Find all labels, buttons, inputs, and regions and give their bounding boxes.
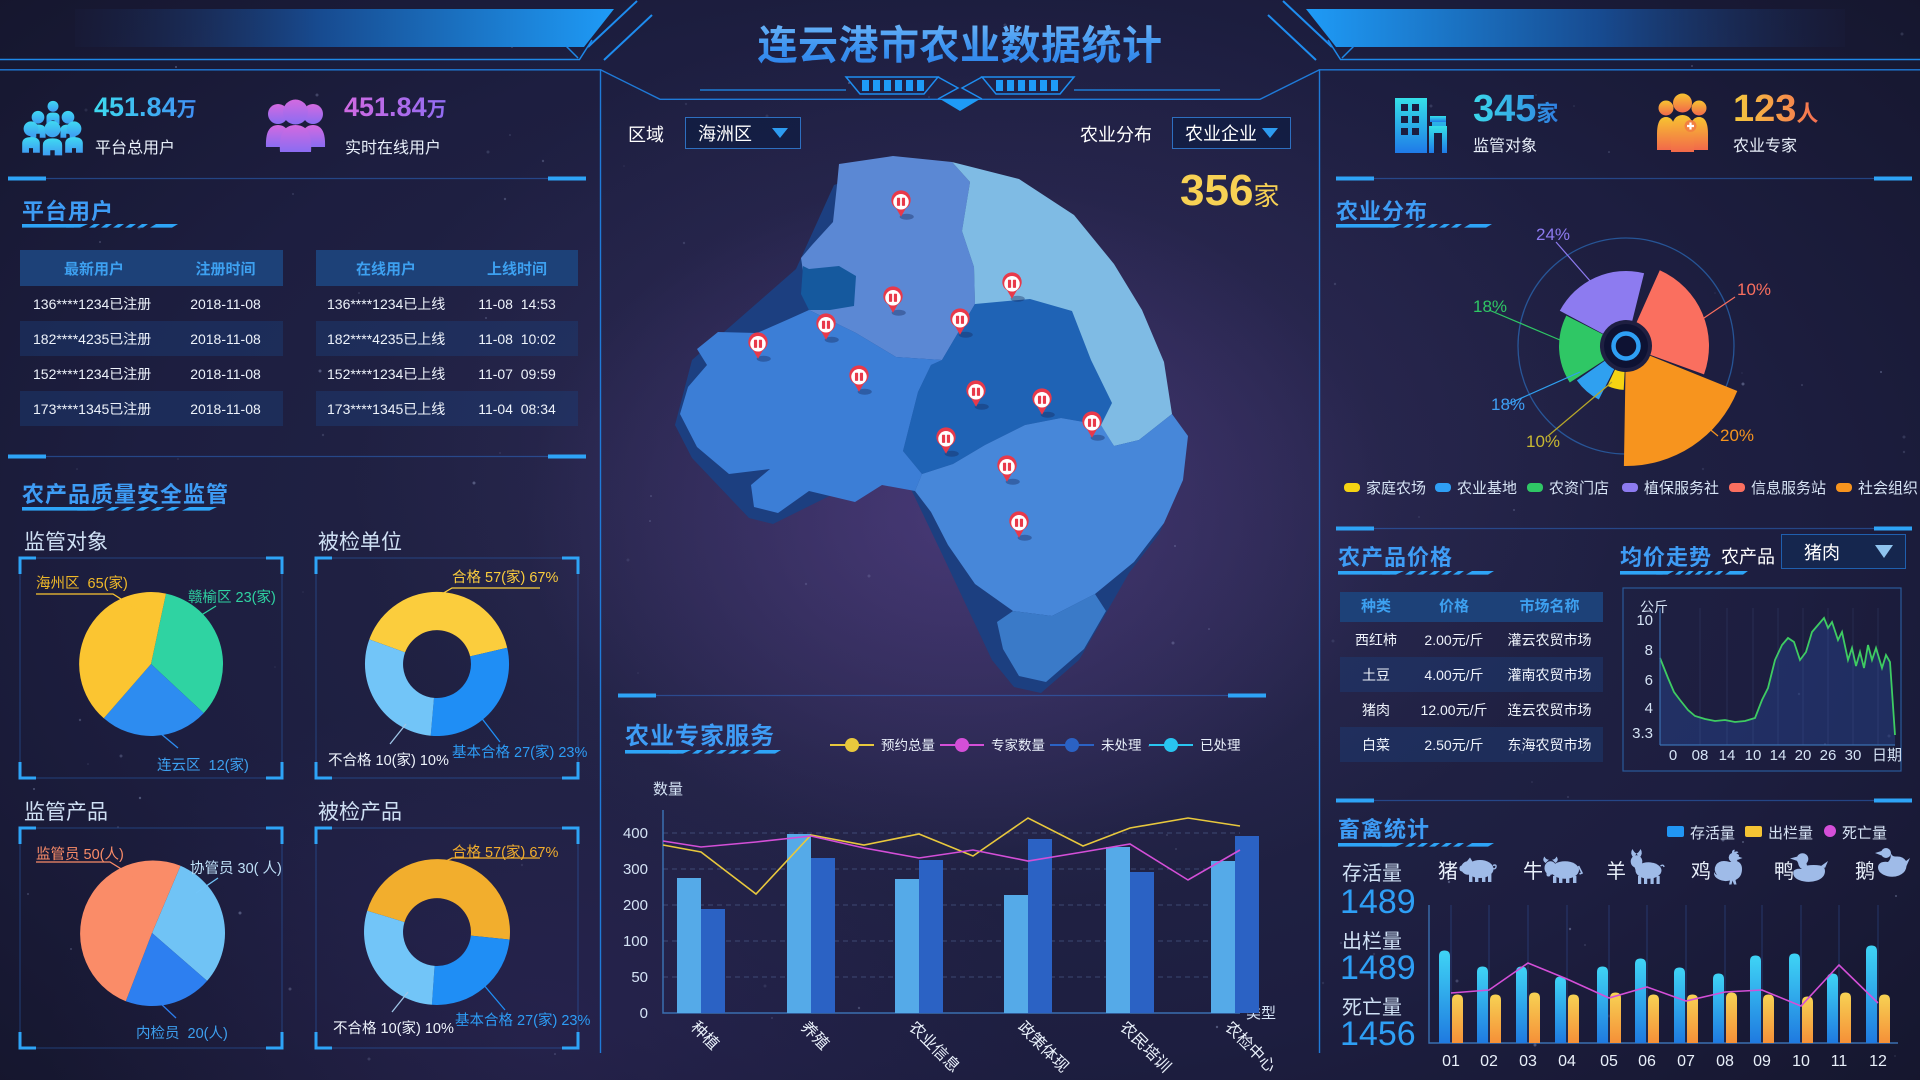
svg-text:羊: 羊 [1606,860,1626,883]
svg-text:植保服务社: 植保服务社 [1644,480,1719,497]
svg-text:4: 4 [1645,700,1653,717]
svg-text:出栏量: 出栏量 [1768,825,1813,842]
svg-text:14: 14 [1719,747,1736,764]
svg-text:1456: 1456 [1340,1015,1416,1053]
svg-text:02: 02 [1480,1053,1498,1070]
svg-text:14: 14 [1770,747,1787,764]
svg-text:存活量: 存活量 [1690,825,1735,842]
svg-text:公斤: 公斤 [1640,599,1668,615]
svg-text:10: 10 [1636,612,1653,629]
svg-text:03: 03 [1519,1053,1537,1070]
svg-text:05: 05 [1600,1053,1618,1070]
svg-text:数量: 数量 [653,781,683,798]
svg-text:家庭农场: 家庭农场 [1366,480,1426,497]
svg-text:18%: 18% [1491,395,1525,414]
svg-text:0: 0 [1669,747,1677,764]
svg-text:06: 06 [1638,1053,1656,1070]
svg-text:09: 09 [1753,1053,1771,1070]
svg-text:07: 07 [1677,1053,1695,1070]
svg-text:20: 20 [1795,747,1812,764]
svg-text:社会组织: 社会组织 [1858,480,1918,497]
svg-text:已处理: 已处理 [1200,738,1241,753]
svg-text:10%: 10% [1737,280,1771,299]
svg-text:存活量: 存活量 [1342,862,1402,885]
svg-text:50: 50 [631,969,648,986]
svg-text:6: 6 [1645,672,1653,689]
svg-text:1489: 1489 [1340,883,1416,921]
svg-text:猪: 猪 [1438,860,1458,883]
svg-text:未处理: 未处理 [1101,738,1142,753]
svg-text:26: 26 [1820,747,1837,764]
svg-text:30: 30 [1845,747,1862,764]
svg-text:牛: 牛 [1523,860,1543,883]
svg-text:死亡量: 死亡量 [1842,825,1887,842]
svg-text:11: 11 [1831,1053,1848,1070]
svg-text:300: 300 [623,861,648,878]
svg-text:08: 08 [1716,1053,1734,1070]
svg-text:农业基地: 农业基地 [1457,480,1517,497]
svg-text:400: 400 [623,825,648,842]
svg-text:08: 08 [1692,747,1709,764]
svg-text:10: 10 [1792,1053,1810,1070]
svg-text:100: 100 [623,933,648,950]
svg-text:04: 04 [1558,1053,1576,1070]
svg-text:24%: 24% [1536,225,1570,244]
svg-text:日期: 日期 [1872,747,1902,764]
svg-text:10: 10 [1745,747,1762,764]
svg-text:专家数量: 专家数量 [991,737,1045,753]
svg-text:信息服务站: 信息服务站 [1751,480,1826,497]
svg-text:出栏量: 出栏量 [1342,930,1402,953]
svg-text:200: 200 [623,897,648,914]
svg-text:1489: 1489 [1340,949,1416,987]
svg-text:18%: 18% [1473,297,1507,316]
svg-text:3.3: 3.3 [1632,725,1653,742]
svg-text:12: 12 [1869,1053,1887,1070]
svg-text:农资门店: 农资门店 [1549,480,1609,497]
svg-text:死亡量: 死亡量 [1342,996,1402,1019]
svg-text:20%: 20% [1720,426,1754,445]
svg-text:10%: 10% [1526,432,1560,451]
svg-text:鹅: 鹅 [1855,860,1875,883]
svg-text:0: 0 [640,1005,648,1022]
svg-text:01: 01 [1442,1053,1460,1070]
svg-text:鸭: 鸭 [1774,860,1794,883]
svg-text:预约总量: 预约总量 [881,738,935,753]
svg-text:8: 8 [1645,642,1653,659]
svg-text:鸡: 鸡 [1691,860,1711,883]
